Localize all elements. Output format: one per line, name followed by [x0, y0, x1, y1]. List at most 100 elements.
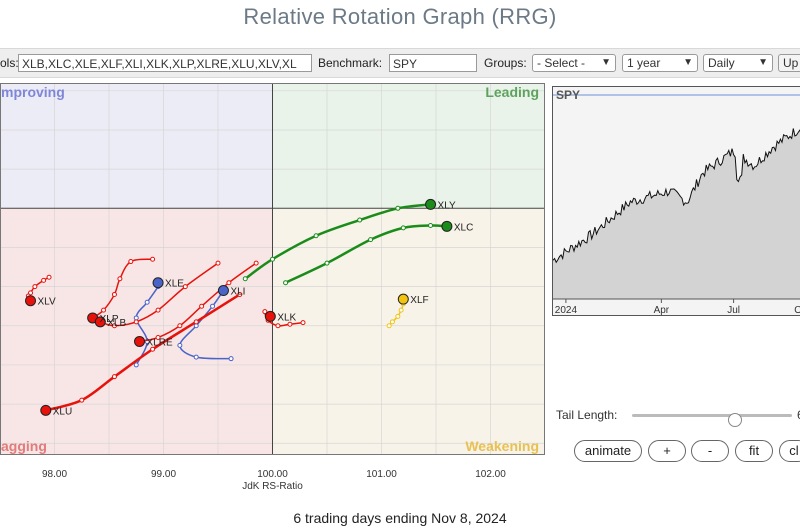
head-xlre — [134, 335, 146, 347]
rrg-chart: mproving Leading agging Weakening 98.00 99.00… — [0, 83, 545, 492]
weakening-quadrant — [272, 208, 545, 455]
spy-x-tick-label: Oc — [794, 305, 800, 315]
x-tick-label: 98.00 — [42, 469, 67, 480]
label-xly: XLY — [438, 200, 456, 211]
quadrant-label-leading: Leading — [485, 84, 539, 100]
spy-mini-chart: SPY 2024 Apr Jul Oc — [552, 86, 800, 316]
improving-quadrant — [0, 83, 273, 209]
head-xlv — [25, 295, 37, 307]
tail-point-xlb — [155, 307, 161, 313]
label-xlu: XLU — [53, 406, 72, 417]
tail-point-xly — [270, 256, 275, 262]
tail-length-value: 6 — [797, 408, 800, 422]
label-xlc: XLC — [454, 222, 473, 233]
tail-point-xlk — [275, 323, 281, 329]
tail-point-xlre — [155, 335, 161, 341]
tail-point-xlre — [253, 260, 259, 266]
tail-point-xlf — [389, 319, 395, 325]
label-xlre: XLRE — [147, 337, 173, 348]
chevron-down-icon: ▼ — [758, 57, 768, 68]
frequency-select[interactable]: Daily ▼ — [703, 54, 773, 72]
tail-point-xly — [357, 217, 363, 223]
head-xlf — [397, 293, 409, 305]
quadrant-label-improving: mproving — [1, 84, 65, 100]
tail-point-xlb — [215, 260, 221, 266]
symbols-input[interactable]: XLB,XLC,XLE,XLF,XLI,XLK,XLP,XLRE,XLU,XLV… — [18, 54, 312, 72]
tail-point-xle — [144, 299, 150, 305]
tail-point-xlv — [46, 274, 52, 280]
x-tick-label: 100.00 — [257, 469, 288, 480]
toolbar: ols: XLB,XLC,XLE,XLF,XLI,XLK,XLP,XLRE,XL… — [0, 48, 800, 78]
tail-point-xlre — [177, 323, 183, 329]
period-select-value: 1 year — [627, 56, 661, 70]
tail-point-xlp — [111, 291, 117, 297]
chevron-down-icon: ▼ — [683, 57, 693, 68]
page-title: Relative Rotation Graph (RRG) — [243, 4, 557, 29]
zoom-in-button[interactable]: + — [648, 440, 686, 462]
tail-point-xli — [228, 356, 234, 362]
quadrant-label-lagging: agging — [1, 438, 47, 454]
tail-point-xlf — [395, 313, 401, 319]
update-button[interactable]: Up — [778, 54, 800, 72]
fit-button[interactable]: fit — [735, 440, 773, 462]
head-xlu — [40, 404, 52, 416]
x-tick-label: 102.00 — [475, 469, 506, 480]
label-xlv: XLV — [38, 297, 56, 308]
x-axis-label: JdK RS-Ratio — [242, 481, 303, 492]
chevron-down-icon: ▼ — [601, 57, 611, 68]
tail-point-xli — [177, 342, 183, 348]
head-xlb — [94, 316, 106, 328]
tail-point-xlb — [182, 284, 188, 290]
animate-button[interactable]: animate — [574, 440, 642, 462]
tail-point-xlb — [111, 323, 117, 329]
label-xlp: XLP — [100, 314, 119, 325]
tail-point-xly — [242, 276, 248, 282]
zoom-out-button[interactable]: - — [691, 440, 729, 462]
tail-xlu — [44, 293, 242, 412]
tail-point-xlp — [128, 259, 134, 265]
tail-point-xlre — [199, 303, 205, 309]
tail-point-xlc — [428, 223, 434, 229]
head-xle — [152, 277, 164, 289]
groups-select-value: - Select - — [537, 56, 586, 70]
tail-point-xlv — [41, 277, 47, 283]
head-xlk — [264, 310, 276, 322]
symbols-label: ols: — [0, 56, 19, 70]
spy-price-chart: SPY 2024 Apr Jul Oc — [553, 88, 800, 315]
tail-point-xlre — [226, 280, 232, 286]
label-xlb: XLB — [107, 318, 126, 329]
label-xle: XLE — [165, 279, 184, 290]
head-xli — [217, 285, 229, 297]
groups-label: Groups: — [484, 56, 527, 70]
plot-border — [0, 83, 545, 455]
benchmark-input[interactable]: SPY — [389, 54, 477, 72]
spy-symbol-label: SPY — [556, 88, 580, 102]
spy-x-tick-label: 2024 — [555, 305, 578, 315]
tail-point-xle — [133, 362, 139, 368]
quadrant-label-weakening: Weakening — [465, 438, 539, 454]
period-select[interactable]: 1 year ▼ — [622, 54, 698, 72]
tail-point-xlu — [79, 397, 85, 403]
clear-button[interactable]: cl — [779, 440, 800, 462]
label-xli: XLI — [230, 287, 245, 298]
tail-point-xlp — [101, 307, 107, 313]
tail-point-xlv — [32, 284, 38, 290]
tail-point-xlc — [368, 237, 374, 243]
tail-point-xlc — [400, 225, 406, 231]
x-tick-label: 99.00 — [151, 469, 176, 480]
footer-caption: 6 trading days ending Nov 8, 2024 — [293, 510, 507, 526]
tail-point-xlc — [324, 260, 330, 266]
tail-point-xlk — [287, 321, 293, 327]
tail-length-label: Tail Length: — [556, 408, 618, 422]
tail-point-xlk — [262, 309, 268, 315]
tail-point-xlu — [193, 319, 199, 325]
label-xlk: XLK — [277, 312, 296, 323]
tail-point-xli — [193, 354, 199, 360]
tail-point-xli — [193, 323, 199, 329]
slider-thumb[interactable] — [728, 413, 742, 427]
spy-x-tick-label: Apr — [654, 305, 670, 315]
groups-select[interactable]: - Select - ▼ — [532, 54, 616, 72]
spy-x-tick-label: Jul — [727, 305, 740, 315]
tail-length-slider[interactable] — [632, 413, 792, 427]
head-xly — [425, 198, 437, 210]
